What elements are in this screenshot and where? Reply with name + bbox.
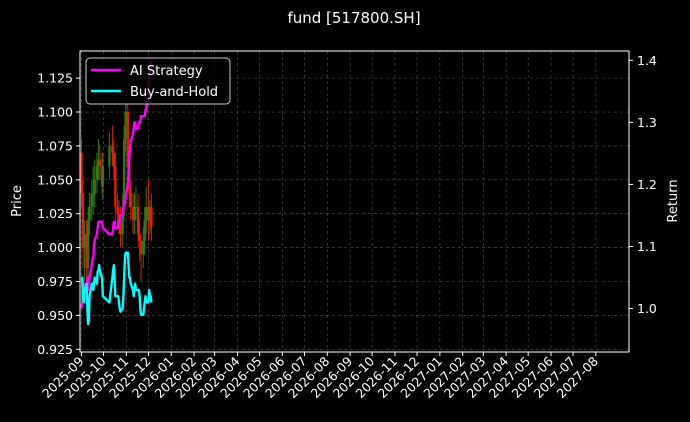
y-axis-right: 1.0 1.1 1.2 1.3 1.4 [629,53,657,316]
candle-body [101,166,105,187]
candle-body [112,152,116,167]
candle-body [116,206,119,214]
y-tick-label: 1.050 [37,172,73,187]
candle-body [145,206,148,221]
y-tick-label: 1.000 [37,240,73,255]
y-tick-label-right: 1.4 [637,53,657,68]
candle-body [121,206,124,235]
candle-body [122,139,126,207]
legend-box [85,57,231,105]
candle-body [97,159,100,167]
candle-body [150,206,153,228]
y-tick-label: 0.925 [37,342,73,357]
y-axis-label: Price [10,185,25,217]
y-tick-label-right: 1.2 [637,177,657,192]
candle-body [129,193,132,207]
y-tick-label-right: 1.1 [637,239,657,254]
y-tick-label: 0.975 [37,274,73,289]
y-tick-label: 1.125 [37,71,73,86]
candle-body [98,159,102,167]
candle-body [80,152,83,194]
candle-body [136,206,140,235]
candle-body [147,206,150,221]
plot-frame [79,50,630,353]
candle-body [81,193,85,248]
series-line-buy-and-hold [81,251,153,326]
candle-body [142,240,145,255]
y-axis-label-right: Return [666,179,681,222]
candle-body [90,193,93,207]
candle-body [83,234,86,248]
candle-body [133,206,136,221]
candle-body [143,220,146,241]
y-axis-left: 0.925 0.950 0.975 1.000 1.025 1.050 1.075 1.100… [37,71,80,357]
legend: AI Strategy Buy-and-Hold [85,57,231,105]
candlesticks [80,98,153,289]
candle-body [93,179,96,194]
legend-label-buy-and-hold: Buy-and-Hold [130,85,218,100]
y-tick-label-right: 1.3 [637,115,657,130]
series-line-ai-strategy [80,60,153,309]
candle-body [86,220,90,268]
y-tick-label-right: 1.0 [637,301,657,316]
candle-body [114,166,117,207]
candle-body [108,145,111,167]
candle-body [117,213,121,221]
series-lines [80,60,153,326]
candle-body [138,234,141,241]
legend-label-ai-strategy: AI Strategy [130,64,203,79]
candle-body [95,166,99,180]
candle-body [126,112,130,167]
y-tick-label: 1.025 [37,206,73,221]
candle-body [119,220,122,235]
y-tick-label: 1.100 [37,105,73,120]
candle-body [92,193,95,195]
candle-body [124,112,127,140]
candle-body [148,206,152,221]
candle-body [139,240,143,255]
candle-body [131,206,135,221]
y-tick-label: 0.950 [37,308,73,323]
candle-body [85,234,88,268]
candle-body [111,145,114,153]
chart-title: fund [517800.SH] [287,9,420,27]
candle-body [88,206,91,221]
y-tick-label: 1.075 [37,138,73,153]
candle-body [134,206,138,208]
